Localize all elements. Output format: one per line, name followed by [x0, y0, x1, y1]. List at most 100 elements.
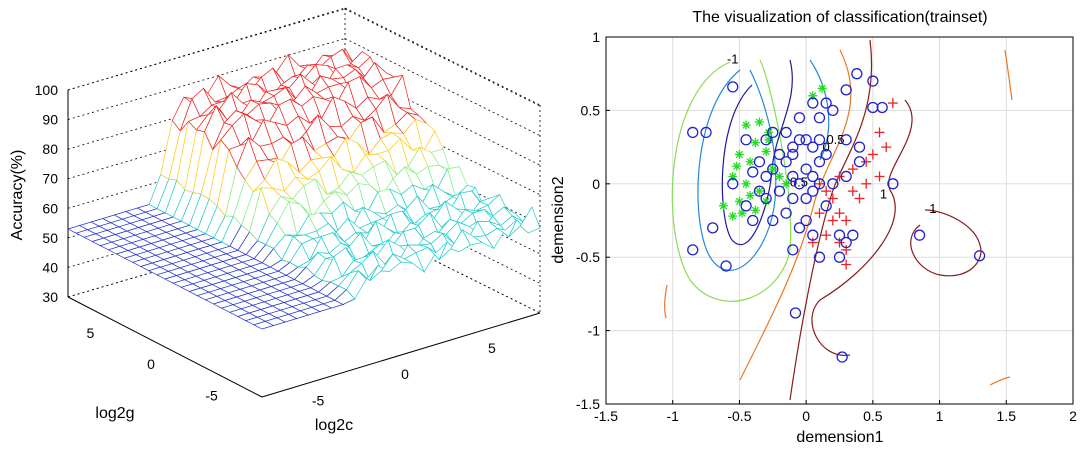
- support-vector-point: [813, 178, 826, 190]
- support-vector-point: [813, 156, 826, 168]
- contour-line: [811, 99, 913, 356]
- grid-line: [67, 38, 346, 120]
- support-vector-point: [807, 229, 819, 241]
- support-vector-point: [833, 229, 846, 241]
- plus-point: [861, 156, 872, 167]
- contour-line: [910, 209, 982, 277]
- plus-point: [867, 149, 878, 160]
- y-tick-label: 0.5: [581, 102, 601, 118]
- plus-point: [854, 193, 865, 204]
- y-axis-label: log2g: [95, 405, 134, 422]
- axes-box: [67, 90, 541, 398]
- x-tick-label: 5: [488, 340, 496, 356]
- surface-mesh: [67, 48, 541, 330]
- support-vector-point: [827, 104, 839, 117]
- support-vector-point: [793, 222, 806, 234]
- support-vector-point: [747, 166, 759, 178]
- contour-line: [721, 59, 793, 246]
- z-tick-label: 100: [35, 82, 59, 98]
- contour-line: [671, 59, 792, 302]
- support-vector-point: [813, 112, 826, 124]
- plus-point: [874, 127, 885, 138]
- plus-point: [847, 186, 858, 197]
- y-tick-label: -5: [205, 387, 218, 403]
- support-vector-point: [727, 178, 739, 190]
- z-tick-label: 90: [42, 112, 58, 128]
- data-points: [687, 68, 986, 363]
- plus-point: [834, 171, 845, 182]
- y-tick-label: 0: [592, 176, 600, 192]
- support-vector-point: [760, 192, 772, 205]
- asterisk-point: [745, 191, 755, 201]
- plus-point: [861, 178, 872, 189]
- contour-lines: [664, 39, 1013, 401]
- y-tick-labels: 1 0.5 0 -0.5 -1 -1.5: [576, 29, 600, 412]
- plus-point: [821, 186, 832, 197]
- support-vector-point: [833, 251, 846, 263]
- plus-point: [834, 237, 845, 248]
- support-vector-point: [853, 156, 866, 168]
- plus-point: [881, 142, 892, 153]
- x-tick-label: 1: [936, 408, 944, 424]
- asterisk-point: [817, 83, 827, 93]
- support-vector-point: [800, 214, 812, 227]
- asterisk-point: [754, 186, 764, 196]
- support-vector-point: [840, 236, 852, 249]
- support-vector-point: [807, 170, 819, 183]
- asterisk-point: [774, 171, 784, 181]
- contour-line: [697, 69, 777, 271]
- plus-point: [821, 230, 832, 241]
- z-tick-label: 60: [42, 200, 58, 216]
- plus-point: [827, 215, 838, 226]
- support-vector-point: [773, 185, 786, 197]
- support-vector-point: [789, 307, 802, 319]
- grid-line: [67, 8, 346, 91]
- support-vector-point: [687, 126, 699, 139]
- support-vector-point: [800, 192, 812, 205]
- contour-line: [1004, 49, 1013, 101]
- support-vector-point: [876, 101, 888, 114]
- support-vector-point: [820, 97, 832, 109]
- surface-cell: [519, 206, 541, 234]
- support-vector-point: [727, 81, 739, 93]
- support-vector-point: [787, 244, 799, 256]
- support-vector-point: [840, 170, 852, 183]
- asterisk-point: [750, 138, 760, 148]
- y-axis-line: [67, 296, 263, 398]
- asterisk-point: [737, 208, 747, 218]
- support-vector-point: [840, 84, 852, 96]
- grid-line: [344, 7, 541, 106]
- support-vector-point: [840, 134, 852, 146]
- support-vector-point: [913, 229, 926, 241]
- z-tick-label: 40: [42, 259, 58, 275]
- support-vector-point: [780, 207, 792, 219]
- support-vector-point: [793, 112, 806, 124]
- plus-point: [814, 178, 825, 189]
- support-vector-point: [800, 134, 812, 146]
- z-tick-label: 50: [42, 230, 58, 246]
- support-vector-point: [780, 126, 792, 139]
- x-axis-label: log2c: [315, 417, 353, 434]
- support-vector-point: [787, 148, 799, 161]
- support-vector-point: [807, 141, 819, 153]
- support-vector-point: [773, 148, 786, 161]
- support-vector-point: [813, 251, 826, 263]
- z-tick-labels: 100 90 80 70 60 50 40 30: [35, 82, 59, 305]
- x-tick-label: 0.5: [863, 408, 883, 424]
- support-vector-point: [867, 101, 879, 114]
- plot-grid: [605, 36, 1074, 405]
- contour-label: 1: [929, 201, 936, 216]
- asterisk-point: [718, 201, 728, 211]
- asterisk-point: [741, 179, 751, 189]
- x-tick-label: 0: [802, 408, 810, 424]
- plot-frame: [605, 36, 1074, 405]
- contour-label: -0.5: [786, 175, 808, 190]
- y-tick-label: 1: [592, 29, 600, 45]
- support-vector-point: [787, 192, 799, 205]
- support-vector-point: [867, 75, 879, 87]
- x-tick-label: -1.5: [594, 408, 618, 424]
- x-tick-label: 2: [1069, 408, 1077, 424]
- plus-point: [814, 208, 825, 219]
- y-tick-label: -1: [588, 323, 601, 339]
